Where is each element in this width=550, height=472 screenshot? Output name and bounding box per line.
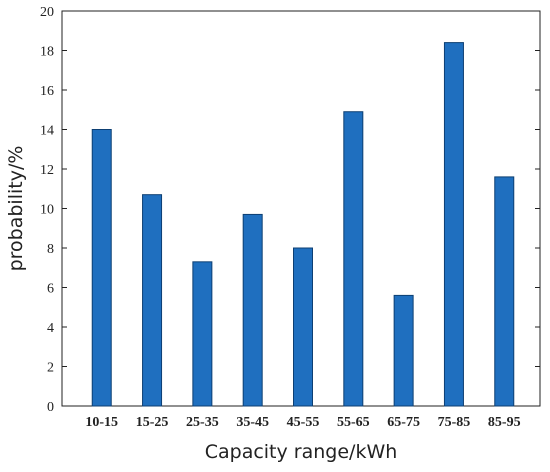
x-tick-label: 15-25	[136, 415, 169, 430]
x-tick-label: 75-85	[438, 415, 471, 430]
x-tick-label: 65-75	[387, 415, 420, 430]
bar-25-35	[192, 261, 213, 407]
y-tick-label: 8	[47, 242, 54, 257]
x-tick-label: 10-15	[85, 415, 118, 430]
y-tick-label: 4	[47, 321, 54, 336]
x-axis-ticks: 10-15 15-25 25-35 35-45 45-55 55-65 65-75 75-85…	[85, 415, 520, 430]
x-tick-label: 55-65	[337, 415, 370, 430]
bars	[91, 42, 515, 407]
y-tick-label: 12	[40, 163, 54, 178]
bar-15-25	[142, 194, 163, 407]
bar-75-85	[443, 42, 464, 407]
bar-65-75	[393, 294, 414, 407]
y-tick-label: 2	[47, 361, 54, 376]
x-tick-label: 25-35	[186, 415, 219, 430]
x-tick-label: 45-55	[287, 415, 320, 430]
bar-10-15	[91, 129, 112, 407]
y-tick-label: 18	[40, 45, 54, 60]
bar-85-95	[494, 176, 515, 407]
x-axis-title: Capacity range/kWh	[205, 441, 398, 463]
y-axis-ticks: 0 2 4 6 8 10 12 14 16 18 20	[40, 5, 540, 415]
y-tick-label: 20	[40, 5, 54, 20]
bar-35-45	[242, 213, 263, 407]
y-tick-label: 6	[47, 282, 54, 297]
y-axis-title: probability/%	[5, 146, 27, 272]
y-tick-label: 16	[40, 84, 54, 99]
bar-45-55	[293, 247, 313, 407]
x-tick-label: 85-95	[488, 415, 521, 430]
bar-55-65	[343, 111, 364, 407]
y-tick-label: 10	[40, 203, 54, 218]
y-tick-label: 0	[47, 400, 54, 415]
y-tick-label: 14	[40, 124, 54, 139]
x-tick-label: 35-45	[236, 415, 269, 430]
